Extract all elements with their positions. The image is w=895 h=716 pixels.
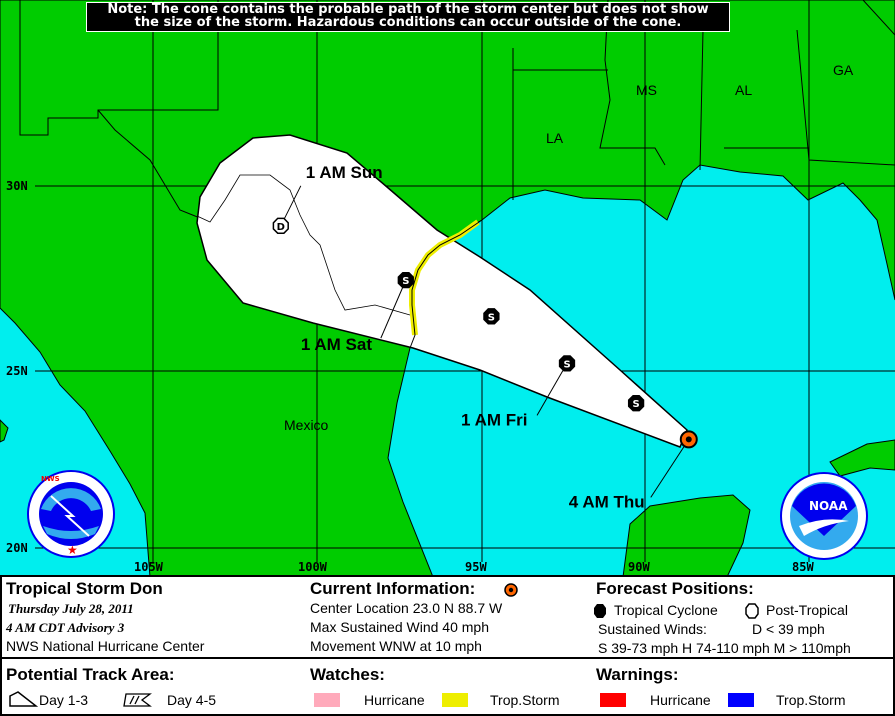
- note-line-1: Note: The cone contains the probable pat…: [107, 2, 709, 17]
- lon-label-100w: 100W: [298, 560, 328, 574]
- issuing-center: NWS National Hurricane Center: [6, 638, 205, 654]
- hurricane-warning-label: Hurricane: [650, 692, 711, 708]
- tropical-cyclone-marker: [397, 271, 414, 289]
- tropical-cyclone-icon: [594, 604, 606, 618]
- warnings-title: Warnings:: [596, 665, 679, 684]
- land-yucatan: [622, 494, 751, 577]
- legend-panel: Tropical Storm Don Thursday July 28, 201…: [0, 575, 895, 716]
- nws-logo: NWS ★: [27, 470, 115, 558]
- lat-label-25n: 25N: [6, 364, 28, 378]
- intensity-symbol: S: [488, 312, 495, 323]
- sustained-winds-label: Sustained Winds:: [598, 621, 707, 637]
- current-info-title: Current Information:: [310, 579, 476, 598]
- state-label-al: AL: [735, 82, 752, 98]
- advisory-number: 4 AM CDT Advisory 3: [6, 620, 125, 635]
- hurricane-warning-swatch: [600, 693, 626, 707]
- tropical-cyclone-marker: [627, 395, 645, 412]
- day-1-3-label: Day 1-3: [39, 692, 89, 708]
- day-1-3-cone-icon: [9, 691, 38, 707]
- lon-label-85w: 85W: [792, 560, 814, 574]
- tropical-cyclone-marker: [558, 355, 576, 372]
- post-tropical-marker: [272, 217, 289, 234]
- max-wind: Max Sustained Wind 40 mph: [310, 619, 489, 635]
- state-label-ms: MS: [636, 82, 657, 98]
- legend-divider: [2, 657, 893, 659]
- intensity-symbol: D: [277, 222, 285, 233]
- time-label-leader: [536, 363, 568, 416]
- day-4-5-label: Day 4-5: [167, 692, 217, 708]
- center-location: Center Location 23.0 N 88.7 W: [310, 600, 503, 616]
- forecast-time-label: 1 AM Fri: [461, 410, 527, 429]
- current-position-center: [685, 436, 692, 443]
- current-position-icon: [504, 583, 518, 597]
- lon-label-90w: 90W: [628, 560, 650, 574]
- cone-interior-borders: [196, 174, 411, 316]
- day-4-5-cone-icon: [123, 693, 152, 707]
- movement: Movement WNW at 10 mph: [310, 638, 482, 654]
- storm-map: 30N 25N 20N 105W 100W 95W 90W 85W LA MS …: [0, 0, 895, 577]
- intensity-symbol: S: [402, 276, 409, 287]
- tropical-cyclone-label: Tropical Cyclone: [614, 602, 718, 618]
- lon-label-105w: 105W: [134, 560, 164, 574]
- land-island: [0, 419, 9, 443]
- state-label-ga: GA: [833, 62, 854, 78]
- ts-warning-swatch: [728, 693, 754, 707]
- note-line-2: the size of the storm. Hazardous conditi…: [134, 15, 682, 30]
- forecast-time-label: 1 AM Sat: [301, 335, 373, 354]
- ts-watch-label: Trop.Storm: [490, 692, 560, 708]
- intensity-symbol: S: [563, 359, 570, 370]
- state-label-la: LA: [546, 130, 564, 146]
- track-area-title: Potential Track Area:: [6, 665, 175, 684]
- forecast-time-label: 4 AM Thu: [569, 492, 645, 511]
- svg-text:★: ★: [67, 543, 78, 557]
- forecast-positions-title: Forecast Positions:: [596, 579, 754, 598]
- intensity-symbol: S: [633, 399, 640, 410]
- post-tropical-label: Post-Tropical: [766, 602, 848, 618]
- forecast-time-label: 1 AM Sun: [306, 163, 383, 182]
- cone-note-banner: Note: The cone contains the probable pat…: [86, 2, 730, 32]
- country-label-mexico: Mexico: [284, 417, 329, 433]
- lon-label-95w: 95W: [465, 560, 487, 574]
- forecast-track: 4 AM Thu S 1 AM Fri S S 1 AM Sat S 1 AM Sun D: [272, 163, 698, 511]
- nws-logo-text: NWS: [41, 475, 60, 483]
- time-label-leader: [650, 439, 690, 498]
- noaa-logo-text: NOAA: [809, 499, 848, 513]
- ts-warning-label: Trop.Storm: [776, 692, 846, 708]
- noaa-logo: NOAA: [780, 472, 868, 560]
- time-label-leader: [380, 279, 407, 339]
- ts-watch-swatch: [442, 693, 468, 707]
- tropical-cyclone-marker: [483, 308, 500, 325]
- advisory-date: Thursday July 28, 2011: [8, 601, 134, 616]
- wind-categories-shm: S 39-73 mph H 74-110 mph M > 110mph: [598, 640, 851, 656]
- hurricane-watch-swatch: [314, 693, 340, 707]
- lat-label-30n: 30N: [6, 179, 28, 193]
- lat-label-20n: 20N: [6, 541, 28, 555]
- watches-title: Watches:: [310, 665, 385, 684]
- post-tropical-icon: [745, 603, 759, 619]
- storm-name: Tropical Storm Don: [6, 579, 163, 598]
- hurricane-watch-label: Hurricane: [364, 692, 425, 708]
- wind-category-d: D < 39 mph: [752, 621, 825, 637]
- coastline-texas: [409, 219, 483, 349]
